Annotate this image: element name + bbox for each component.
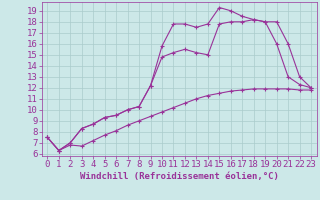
X-axis label: Windchill (Refroidissement éolien,°C): Windchill (Refroidissement éolien,°C)	[80, 172, 279, 181]
